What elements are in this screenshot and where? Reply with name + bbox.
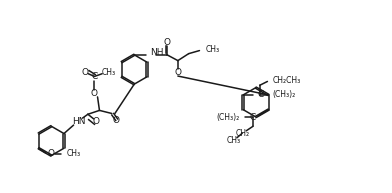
Text: O: O <box>93 118 100 126</box>
Text: C: C <box>91 72 98 81</box>
Text: C: C <box>258 91 264 99</box>
Text: HN: HN <box>72 117 85 126</box>
Text: CH₃: CH₃ <box>66 149 80 158</box>
Text: O: O <box>81 68 88 77</box>
Text: CH₂: CH₂ <box>235 129 249 138</box>
Text: CH₂CH₃: CH₂CH₃ <box>273 76 301 85</box>
Text: O: O <box>163 38 171 47</box>
Text: CH₃: CH₃ <box>227 136 241 145</box>
Text: CH₃: CH₃ <box>101 68 115 77</box>
Text: O: O <box>113 116 120 125</box>
Text: (CH₃)₂: (CH₃)₂ <box>216 113 240 122</box>
Text: (CH₃)₂: (CH₃)₂ <box>272 91 295 99</box>
Text: NH: NH <box>151 48 164 57</box>
Text: O: O <box>47 149 54 158</box>
Text: O: O <box>91 89 98 97</box>
Text: CH₃: CH₃ <box>206 45 220 54</box>
Text: C: C <box>250 113 256 122</box>
Text: O: O <box>174 69 181 77</box>
